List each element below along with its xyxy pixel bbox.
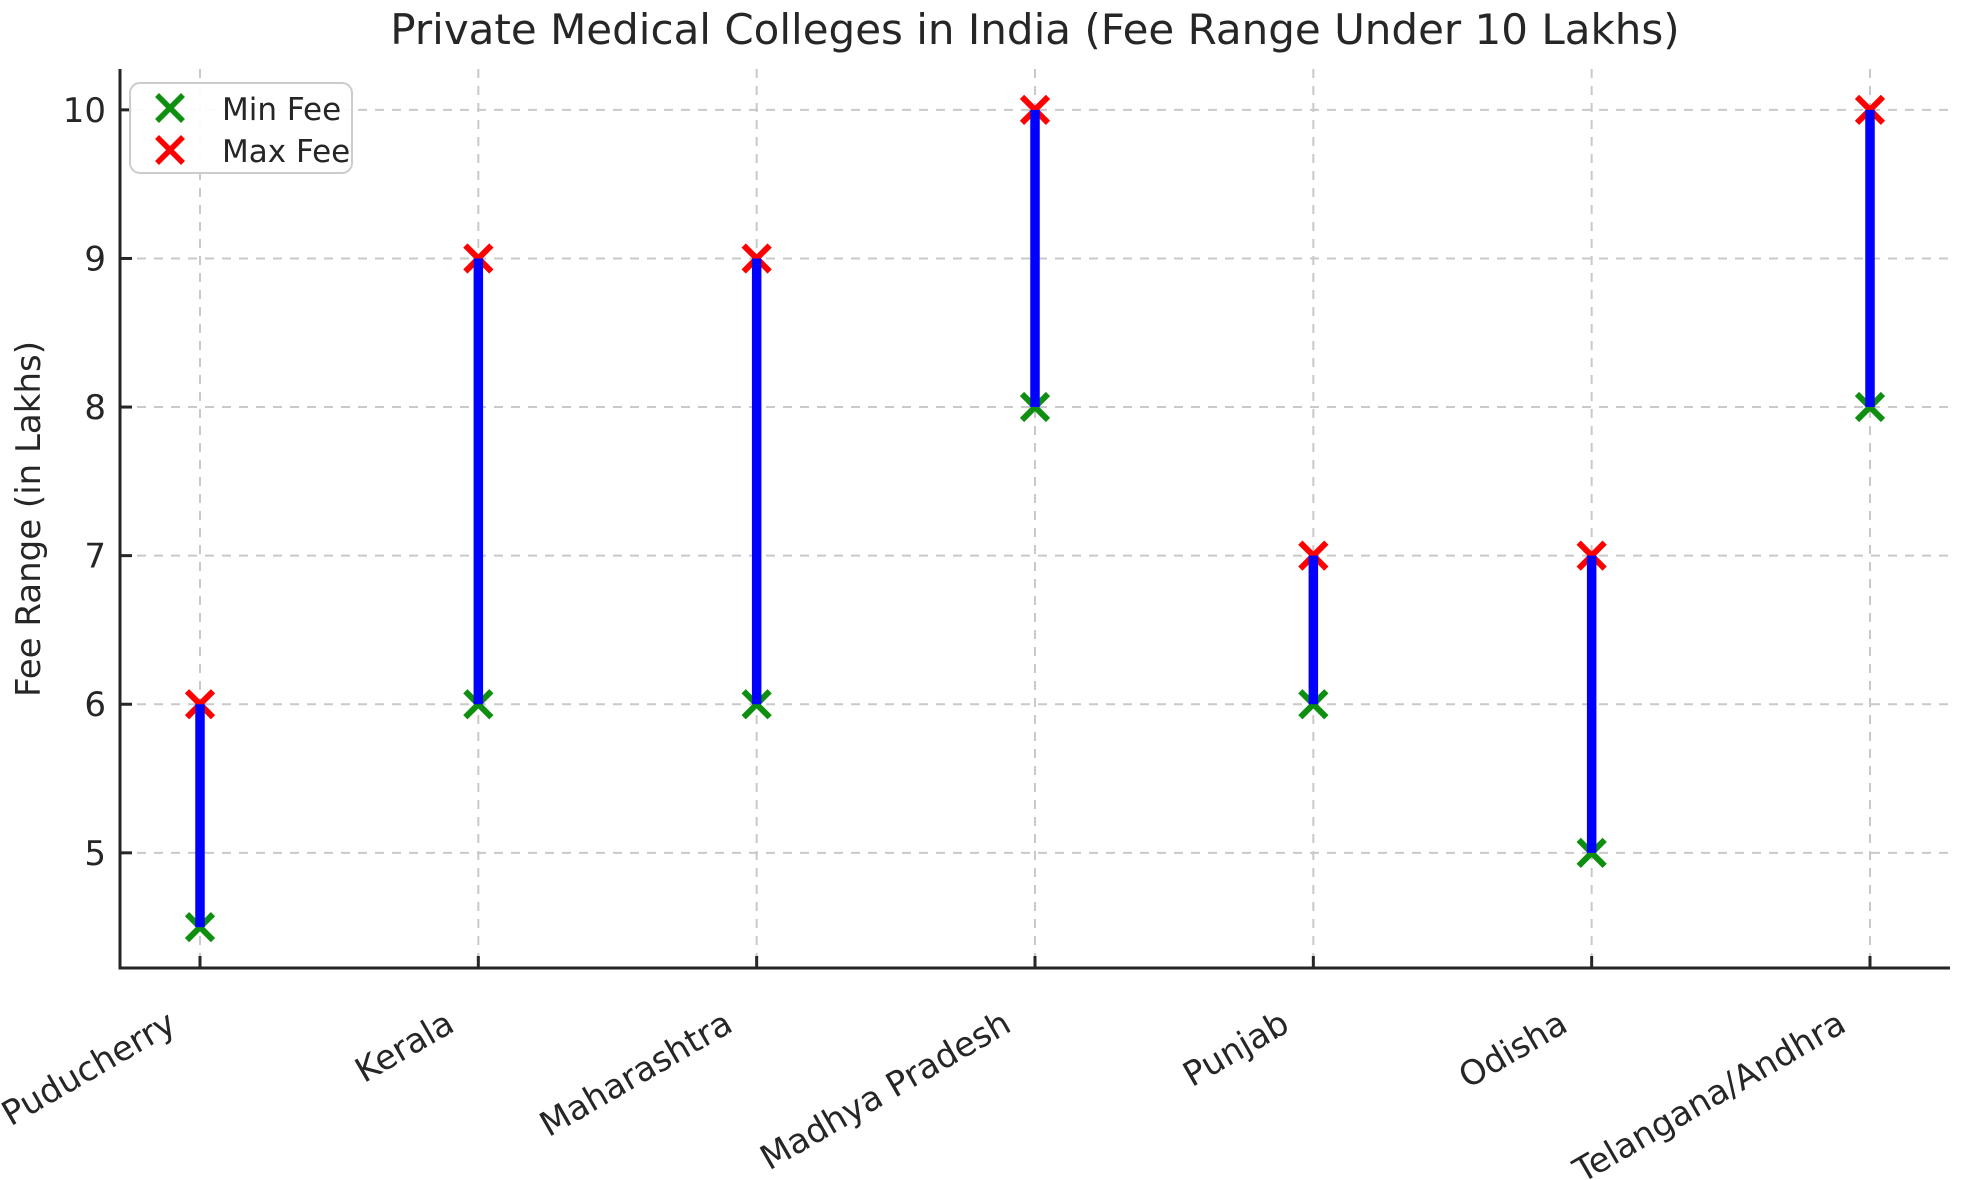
legend-max-fee-label: Max Fee (222, 134, 350, 170)
legend-min-fee-marker-icon (155, 93, 185, 123)
legend-min-fee-label: Min Fee (222, 92, 341, 128)
legend-max-fee-marker-icon (155, 135, 185, 165)
y-tick-label: 6 (84, 685, 106, 725)
axes-spines-ticks (118, 69, 1950, 970)
min-fee-marker-icon (1298, 689, 1329, 720)
x-tick-label: Odisha (1452, 1003, 1574, 1097)
x-tick-label: Madhya Pradesh (754, 1003, 1018, 1178)
range-connectors (195, 109, 1875, 928)
min-fee-marker-icon (1019, 391, 1051, 423)
tick-labels: 5 6 7 8 9 10 Puducherry Kerala Maharashtra Madhya… (0, 91, 1853, 1180)
x-tick-label: Puducherry (0, 1003, 182, 1134)
x-tick-label: Kerala (348, 1003, 460, 1091)
y-tick-label: 5 (84, 834, 106, 874)
x-tick-label: Telangana/Andhra (1566, 1003, 1853, 1180)
chart-title: Private Medical Colleges in India (Fee R… (390, 5, 1679, 54)
legend: Min Fee Max Fee (129, 82, 353, 174)
y-tick-label: 7 (84, 537, 106, 577)
legend-box (129, 82, 353, 174)
x-tick-label: Punjab (1176, 1003, 1295, 1095)
y-tick-label: 8 (84, 388, 106, 428)
min-fee-marker-icon (1576, 837, 1607, 868)
y-tick-label: 9 (84, 239, 106, 279)
y-axis-label: Fee Range (in Lakhs) (9, 341, 49, 697)
min-fee-marker-icon (1854, 391, 1886, 423)
min-fee-marker-icon (463, 689, 494, 720)
x-tick-label: Maharashtra (533, 1003, 739, 1145)
y-tick-label: 10 (63, 91, 106, 131)
min-fee-marker-icon (741, 689, 772, 720)
